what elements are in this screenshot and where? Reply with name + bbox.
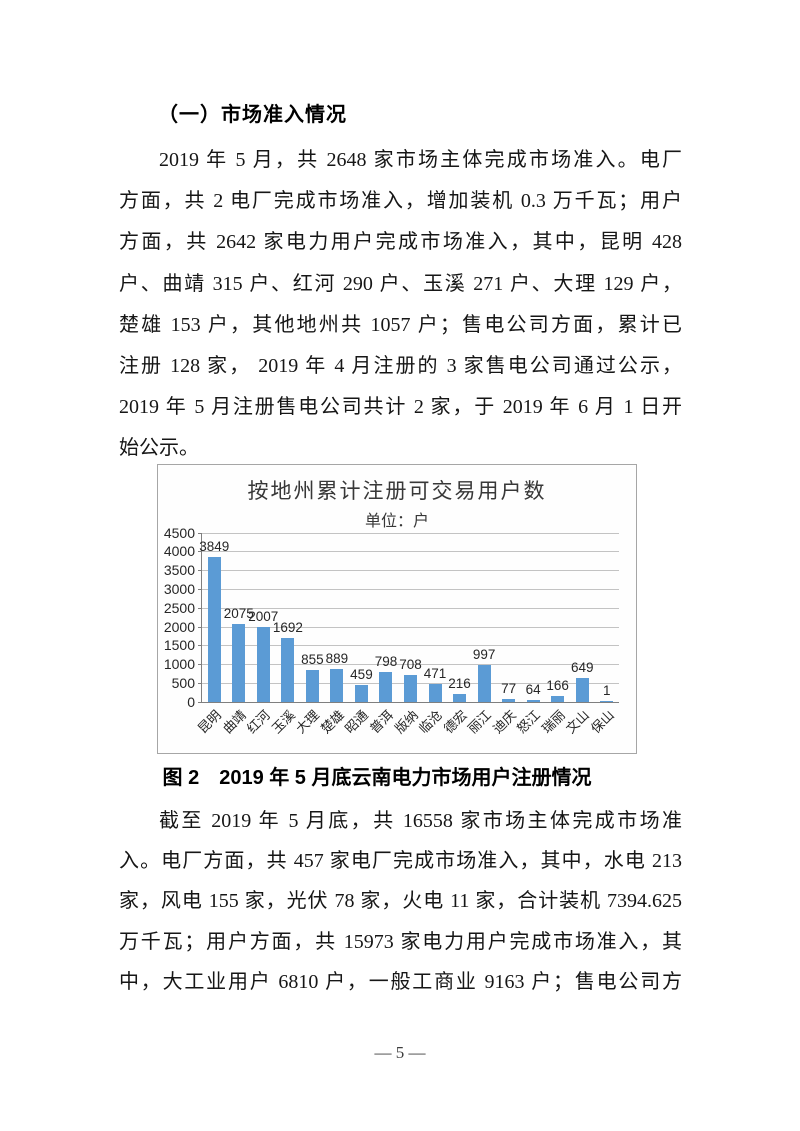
section-heading: （一）市场准入情况 (158, 104, 347, 126)
paragraph-market-access-may: 2019 年 5 月，共 2648 家市场主体完成市场准入。电厂方面，共 2 电… (119, 140, 682, 470)
gridline (202, 626, 619, 628)
text-line: 注册 128 家， 2019 年 4 月注册的 3 家售电公司通过公示， (119, 355, 682, 378)
bar-value-label: 649 (570, 659, 594, 675)
text-line: 始公示。 (119, 437, 199, 460)
y-tick-label: 3500 (163, 562, 195, 579)
bar (453, 693, 467, 702)
y-tick-label: 4000 (163, 543, 195, 560)
y-tick-label: 3000 (163, 580, 195, 597)
text-line: 楚雄 153 户，其他地州共 1057 户；售电公司方面，累计已 (119, 313, 682, 336)
bar-value-label: 2007 (248, 608, 279, 624)
gridline (202, 645, 619, 647)
bar-value-label: 64 (525, 681, 541, 697)
bar-value-label: 798 (374, 653, 398, 669)
bar-value-label: 3849 (199, 538, 230, 554)
gridline (202, 664, 619, 666)
bar (551, 695, 565, 702)
bar (354, 684, 368, 702)
text-line: 入。电厂方面，共 457 家电厂完成市场准入，其中，水电 213 (119, 850, 682, 873)
y-tick-mark (198, 645, 202, 647)
bar-value-label: 77 (501, 680, 517, 696)
text-line: 2019 年 5 月注册售电公司共计 2 家，于 2019 年 6 月 1 日开 (119, 396, 682, 419)
bar-value-label: 216 (448, 675, 471, 691)
gridline (202, 551, 619, 553)
gridline (202, 588, 619, 590)
text-line: 方面，共 2 电厂完成市场准入，增加装机 0.3 万千瓦；用户 (119, 190, 682, 213)
bar-value-label: 997 (472, 646, 496, 662)
figure-caption: 图 2 2019 年 5 月底云南电力市场用户注册情况 (162, 766, 592, 789)
y-tick-label: 1500 (163, 637, 195, 654)
bar-value-label: 1 (602, 682, 611, 698)
bar (207, 556, 221, 702)
y-tick-mark (198, 588, 202, 590)
text-line: 家，风电 155 家，光伏 78 家，火电 11 家，合计装机 7394.625 (119, 890, 682, 913)
plot-area: 0 500 1000 1500 2000 2500 3000 3500 4000 4500 3849… (164, 526, 619, 736)
y-tick-mark (198, 701, 202, 703)
chart-title: 按地州累计注册可交易用户数 (247, 479, 547, 503)
bar (428, 683, 442, 702)
gridline (202, 570, 619, 572)
y-tick-mark (198, 626, 202, 628)
y-tick-mark (198, 532, 202, 534)
chart-unit-label: 单位：户 (364, 512, 429, 530)
text-line: 户、曲靖 315 户、红河 290 户、玉溪 271 户、大理 129 户， (119, 272, 682, 295)
bar (232, 623, 246, 702)
page-number: — 5 — (374, 1043, 426, 1062)
y-tick-label: 2500 (163, 599, 195, 616)
gridline (202, 532, 619, 534)
paragraph-market-access-cumulative: 截至 2019 年 5 月底，共 16558 家市场主体完成市场准入。电厂方面，… (119, 801, 682, 1003)
figure-bar-chart: 按地州累计注册可交易用户数 单位：户 0 500 1000 1500 2000 2500 3… (157, 463, 637, 754)
bar-value-label: 2075 (223, 605, 254, 621)
bar-value-label: 459 (350, 666, 373, 682)
text-line: 2019 年 5 月，共 2648 家市场主体完成市场准入。电厂 (159, 149, 682, 171)
bar-value-label: 471 (423, 665, 447, 681)
text-line: 万千瓦；用户方面，共 15973 家电力用户完成市场准入，其 (119, 930, 682, 953)
bar-value-label: 708 (399, 656, 422, 672)
text-line: 方面，共 2642 家电力用户完成市场准入，其中，昆明 428 (119, 231, 682, 254)
y-tick-label: 2000 (163, 618, 195, 635)
bar-value-label: 889 (325, 650, 349, 666)
bar (600, 700, 614, 702)
bar (305, 669, 319, 702)
y-tick-label: 4500 (163, 524, 195, 541)
y-tick-label: 1000 (163, 656, 195, 673)
gridline (202, 607, 619, 609)
y-tick-mark (198, 551, 202, 553)
bar (281, 637, 295, 702)
bar-value-label: 166 (546, 677, 569, 693)
y-tick-mark (198, 607, 202, 609)
y-tick-mark (198, 682, 202, 684)
bar (256, 626, 270, 702)
bar (379, 671, 393, 702)
bar (477, 664, 491, 702)
y-tick-mark (198, 570, 202, 572)
bar (575, 677, 589, 702)
y-tick-label: 500 (171, 674, 195, 691)
y-tick-mark (198, 664, 202, 666)
bar (502, 698, 516, 702)
bar (330, 668, 344, 702)
text-line: 截至 2019 年 5 月底，共 16558 家市场主体完成市场准 (159, 809, 682, 832)
bar (526, 699, 540, 702)
bar (404, 674, 417, 702)
bar-value-label: 855 (301, 651, 324, 667)
text-column: （一）市场准入情况 2019 年 5 月，共 2648 家市场主体完成市场准入。… (119, 0, 682, 1003)
text-line: 中，大工业用户 6810 户，一般工商业 9163 户；售电公司方 (119, 971, 682, 994)
y-tick-label: 0 (187, 693, 195, 710)
bar-value-label: 1692 (272, 619, 303, 635)
